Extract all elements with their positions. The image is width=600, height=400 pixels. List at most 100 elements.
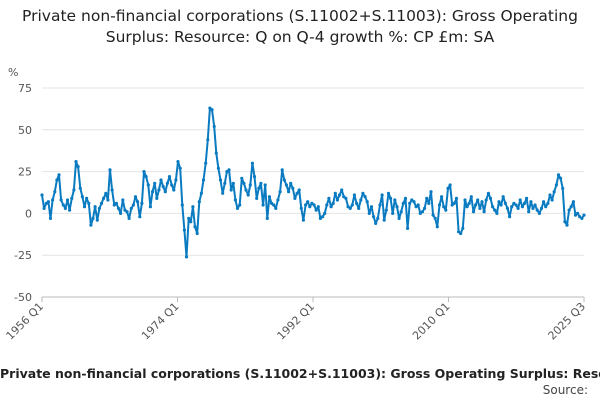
data-point[interactable]	[410, 198, 414, 202]
data-point[interactable]	[331, 201, 335, 205]
data-point[interactable]	[465, 205, 469, 209]
data-point[interactable]	[406, 226, 410, 230]
data-point[interactable]	[431, 213, 435, 217]
data-point[interactable]	[325, 203, 329, 207]
data-point[interactable]	[535, 208, 539, 212]
data-point[interactable]	[252, 175, 257, 179]
data-point[interactable]	[363, 195, 367, 199]
data-point[interactable]	[119, 211, 123, 215]
data-point[interactable]	[361, 191, 365, 195]
legend-entry[interactable]: Private non-financial corporations (S.11…	[0, 366, 600, 381]
data-point[interactable]	[136, 200, 140, 204]
data-point[interactable]	[516, 206, 520, 210]
data-point[interactable]	[355, 201, 359, 205]
data-point[interactable]	[176, 160, 180, 164]
data-point[interactable]	[350, 203, 354, 207]
data-point[interactable]	[255, 196, 259, 200]
data-point[interactable]	[435, 225, 439, 229]
data-point[interactable]	[297, 188, 301, 192]
data-point[interactable]	[87, 201, 91, 205]
data-point[interactable]	[580, 216, 584, 220]
data-point[interactable]	[380, 193, 384, 197]
data-point[interactable]	[344, 196, 348, 200]
data-point[interactable]	[310, 201, 314, 205]
data-point[interactable]	[567, 208, 571, 212]
data-point[interactable]	[401, 201, 405, 205]
data-point[interactable]	[454, 196, 459, 200]
data-point[interactable]	[480, 200, 484, 204]
data-point[interactable]	[221, 191, 225, 195]
data-point[interactable]	[403, 196, 408, 200]
data-point[interactable]	[357, 206, 361, 210]
data-point[interactable]	[533, 203, 537, 207]
data-point[interactable]	[306, 200, 310, 204]
data-point[interactable]	[106, 198, 110, 202]
data-point[interactable]	[484, 198, 488, 202]
data-point[interactable]	[393, 198, 397, 202]
data-point[interactable]	[308, 205, 312, 209]
data-point[interactable]	[369, 205, 374, 209]
data-point[interactable]	[382, 218, 386, 222]
data-point[interactable]	[102, 196, 106, 200]
data-point[interactable]	[295, 191, 299, 195]
data-point[interactable]	[554, 183, 559, 187]
data-point[interactable]	[131, 203, 135, 207]
data-point[interactable]	[571, 200, 576, 204]
data-point[interactable]	[548, 193, 552, 197]
data-point[interactable]	[159, 178, 163, 182]
data-point[interactable]	[442, 205, 446, 209]
data-point[interactable]	[114, 201, 118, 205]
data-point[interactable]	[42, 206, 46, 210]
data-point[interactable]	[287, 190, 291, 194]
data-point[interactable]	[199, 191, 203, 195]
data-point[interactable]	[427, 201, 431, 205]
data-point[interactable]	[129, 206, 133, 210]
data-point[interactable]	[386, 191, 391, 195]
data-point[interactable]	[76, 165, 80, 169]
data-point[interactable]	[399, 210, 403, 214]
data-point[interactable]	[229, 188, 233, 192]
data-point[interactable]	[65, 198, 70, 202]
data-point[interactable]	[133, 195, 138, 199]
data-point[interactable]	[531, 206, 535, 210]
data-point[interactable]	[110, 188, 114, 192]
data-point[interactable]	[520, 205, 525, 209]
data-point[interactable]	[214, 151, 218, 155]
data-point[interactable]	[46, 200, 51, 204]
data-point[interactable]	[267, 195, 271, 199]
data-point[interactable]	[74, 160, 78, 164]
data-point[interactable]	[556, 173, 561, 177]
data-point[interactable]	[289, 181, 293, 185]
data-point[interactable]	[57, 173, 61, 177]
data-point[interactable]	[95, 218, 99, 222]
data-point[interactable]	[391, 211, 395, 215]
data-point[interactable]	[378, 203, 382, 207]
data-point[interactable]	[444, 208, 448, 212]
data-point[interactable]	[210, 108, 214, 112]
data-point[interactable]	[235, 206, 240, 210]
data-point[interactable]	[246, 193, 250, 197]
data-point[interactable]	[263, 183, 267, 187]
data-point[interactable]	[274, 206, 278, 210]
data-point[interactable]	[423, 206, 427, 210]
data-point[interactable]	[433, 216, 437, 220]
data-point[interactable]	[420, 210, 425, 214]
data-point[interactable]	[116, 206, 121, 210]
data-point[interactable]	[318, 216, 322, 220]
data-point[interactable]	[340, 188, 344, 192]
data-point[interactable]	[522, 201, 527, 205]
data-point[interactable]	[486, 191, 490, 195]
data-point[interactable]	[291, 186, 295, 190]
data-point[interactable]	[508, 215, 512, 219]
data-point[interactable]	[259, 181, 263, 185]
data-point[interactable]	[170, 183, 174, 187]
data-point[interactable]	[529, 200, 533, 204]
data-point[interactable]	[51, 198, 55, 202]
data-point[interactable]	[527, 210, 531, 214]
data-point[interactable]	[304, 203, 308, 207]
data-point[interactable]	[316, 205, 320, 209]
data-point[interactable]	[233, 198, 237, 202]
data-point[interactable]	[121, 198, 125, 202]
data-point[interactable]	[91, 216, 95, 220]
data-point[interactable]	[242, 181, 246, 185]
